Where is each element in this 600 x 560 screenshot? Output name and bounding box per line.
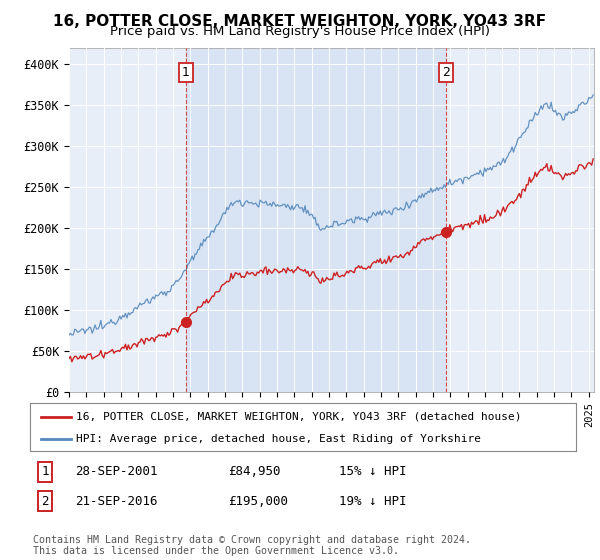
Text: 1: 1 — [182, 66, 190, 79]
Text: 19% ↓ HPI: 19% ↓ HPI — [339, 494, 407, 508]
Text: 16, POTTER CLOSE, MARKET WEIGHTON, YORK, YO43 3RF (detached house): 16, POTTER CLOSE, MARKET WEIGHTON, YORK,… — [76, 412, 522, 422]
Text: £195,000: £195,000 — [228, 494, 288, 508]
Text: 28-SEP-2001: 28-SEP-2001 — [75, 465, 157, 478]
Text: 15% ↓ HPI: 15% ↓ HPI — [339, 465, 407, 478]
Text: Price paid vs. HM Land Registry's House Price Index (HPI): Price paid vs. HM Land Registry's House … — [110, 25, 490, 38]
Bar — [186, 48, 446, 392]
Text: 2: 2 — [442, 66, 450, 79]
Text: 16, POTTER CLOSE, MARKET WEIGHTON, YORK, YO43 3RF: 16, POTTER CLOSE, MARKET WEIGHTON, YORK,… — [53, 14, 547, 29]
Text: 2: 2 — [41, 494, 49, 508]
Text: £84,950: £84,950 — [228, 465, 281, 478]
Text: Contains HM Land Registry data © Crown copyright and database right 2024.
This d: Contains HM Land Registry data © Crown c… — [33, 535, 471, 557]
Text: HPI: Average price, detached house, East Riding of Yorkshire: HPI: Average price, detached house, East… — [76, 434, 481, 444]
Text: 1: 1 — [41, 465, 49, 478]
Text: 21-SEP-2016: 21-SEP-2016 — [75, 494, 157, 508]
